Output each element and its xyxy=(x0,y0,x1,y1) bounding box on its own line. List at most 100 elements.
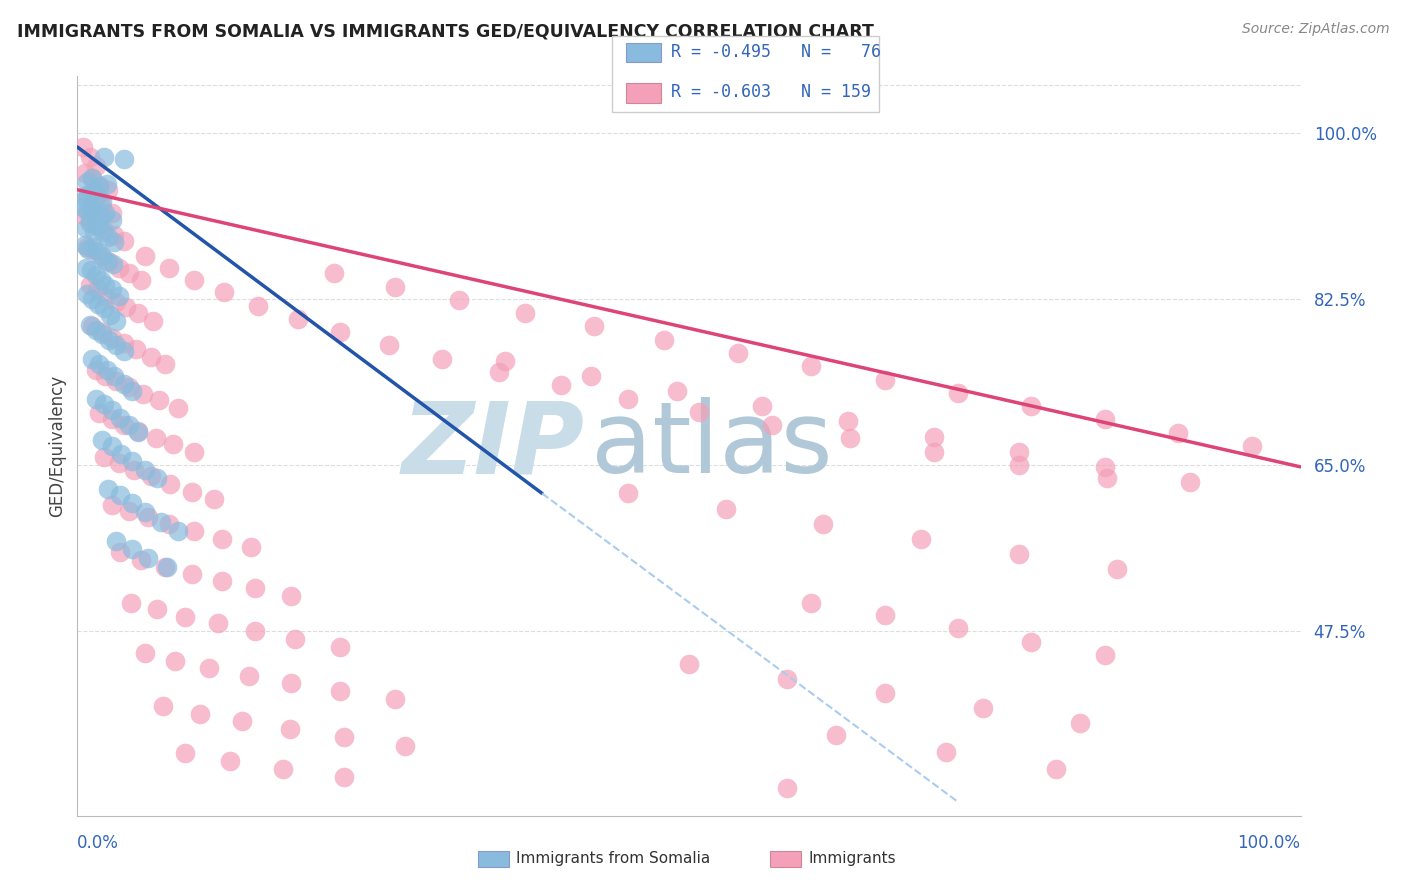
Point xyxy=(105,375,128,389)
Point xyxy=(94,206,117,220)
Point xyxy=(127,425,149,439)
Point xyxy=(96,254,118,268)
Point xyxy=(80,201,103,215)
Text: 0.0%: 0.0% xyxy=(77,834,120,852)
Point xyxy=(79,213,101,227)
Point xyxy=(100,331,122,345)
Point xyxy=(118,380,141,394)
Point xyxy=(329,640,352,655)
Point xyxy=(134,505,156,519)
Point xyxy=(688,405,710,419)
Point xyxy=(751,399,773,413)
Point xyxy=(198,661,221,675)
Point xyxy=(100,213,122,227)
Point xyxy=(93,149,115,163)
Point xyxy=(121,384,143,398)
Point xyxy=(271,762,294,776)
Point xyxy=(1045,762,1067,776)
Point xyxy=(112,336,135,351)
Point xyxy=(93,397,115,411)
Point xyxy=(145,431,167,445)
Text: 100.0%: 100.0% xyxy=(1237,834,1301,852)
Point xyxy=(922,429,945,443)
Point xyxy=(157,516,180,531)
Point xyxy=(181,484,204,499)
Point xyxy=(776,780,799,795)
Point xyxy=(97,482,120,496)
Point xyxy=(100,439,122,453)
Point xyxy=(90,326,112,341)
Point xyxy=(89,178,111,193)
Point xyxy=(76,175,98,189)
Point xyxy=(121,541,143,556)
Point xyxy=(394,739,416,753)
Point xyxy=(155,357,177,371)
Point xyxy=(82,240,104,254)
Point xyxy=(207,616,229,631)
Point xyxy=(100,403,122,417)
Point xyxy=(329,325,352,339)
Point xyxy=(231,714,253,729)
Point xyxy=(105,314,128,328)
Point xyxy=(136,510,159,524)
Text: Immigrants: Immigrants xyxy=(808,852,896,866)
Point xyxy=(1180,475,1202,489)
Point xyxy=(112,153,135,167)
Point xyxy=(100,498,122,512)
Point xyxy=(90,273,112,287)
Point xyxy=(129,553,152,567)
Point xyxy=(284,632,307,646)
Point xyxy=(121,454,143,468)
Point xyxy=(727,346,749,360)
Point xyxy=(97,183,120,197)
Text: atlas: atlas xyxy=(591,398,832,494)
Point xyxy=(108,545,131,559)
Point xyxy=(1021,399,1043,413)
Point xyxy=(118,418,141,433)
Point xyxy=(156,560,179,574)
Point xyxy=(761,418,783,433)
Point xyxy=(1094,648,1116,662)
Point xyxy=(495,353,517,368)
Point xyxy=(935,745,957,759)
Point xyxy=(79,277,101,292)
Point xyxy=(166,524,188,539)
Point xyxy=(90,325,112,339)
Point xyxy=(617,486,640,500)
Point xyxy=(80,319,103,334)
Point xyxy=(946,385,969,400)
Point xyxy=(157,260,180,275)
Point xyxy=(108,289,131,303)
Point xyxy=(278,722,301,736)
Point xyxy=(125,342,148,356)
Point xyxy=(77,242,100,256)
Point xyxy=(84,363,107,377)
Point xyxy=(97,230,120,244)
Point xyxy=(84,323,107,337)
Point xyxy=(430,351,453,366)
Point xyxy=(333,731,356,745)
Point xyxy=(72,140,94,154)
Point xyxy=(946,621,969,635)
Point xyxy=(91,226,114,240)
Point xyxy=(76,203,98,218)
Text: IMMIGRANTS FROM SOMALIA VS IMMIGRANTS GED/EQUIVALENCY CORRELATION CHART: IMMIGRANTS FROM SOMALIA VS IMMIGRANTS GE… xyxy=(17,22,873,40)
Point xyxy=(79,149,101,163)
Point xyxy=(73,209,96,223)
Point xyxy=(127,306,149,320)
Point xyxy=(188,706,211,721)
Point xyxy=(240,540,263,554)
Point xyxy=(166,401,188,415)
Point xyxy=(513,306,536,320)
Point xyxy=(112,418,135,433)
Point xyxy=(813,516,835,531)
Point xyxy=(73,237,96,252)
Point xyxy=(280,589,302,603)
Point xyxy=(127,424,149,438)
Point xyxy=(103,368,125,383)
Point xyxy=(155,559,177,574)
Point xyxy=(105,338,128,352)
Point xyxy=(329,684,352,698)
Point xyxy=(84,268,107,282)
Point xyxy=(100,412,122,426)
